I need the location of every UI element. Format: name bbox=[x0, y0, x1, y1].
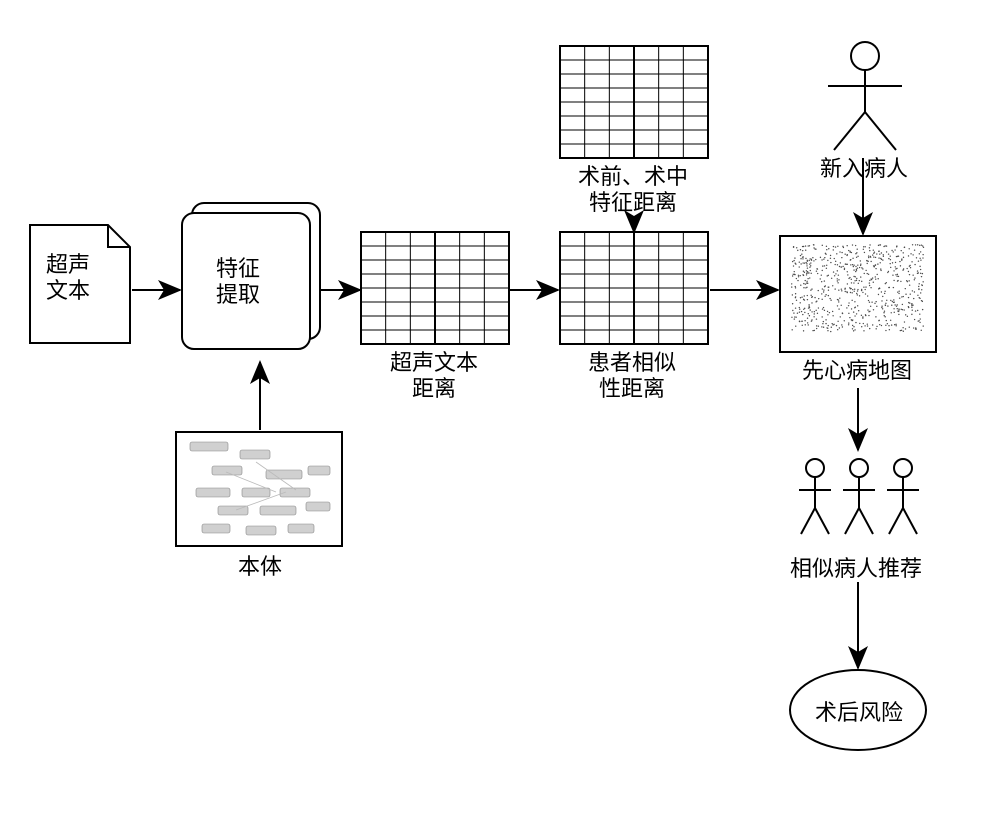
us-distance-label: 超声文本 距离 bbox=[390, 350, 478, 403]
feature-extract-label: 特征 提取 bbox=[216, 256, 260, 309]
preop-distance-grid bbox=[560, 46, 708, 158]
patient-sim-label: 患者相似 性距离 bbox=[588, 350, 676, 403]
us-distance-grid bbox=[361, 232, 509, 344]
chd-map-label: 先心病地图 bbox=[802, 358, 912, 384]
flowchart-canvas bbox=[0, 0, 1000, 819]
preop-distance-label: 术前、术中 特征距离 bbox=[578, 164, 688, 217]
chd-map-box bbox=[780, 236, 936, 352]
new-patient-label: 新入病人 bbox=[820, 156, 908, 182]
patient-sim-grid bbox=[560, 232, 708, 344]
similar-rec-label: 相似病人推荐 bbox=[790, 556, 922, 582]
ultrasound-text-label: 超声 文本 bbox=[46, 252, 90, 305]
ontology-label: 本体 bbox=[238, 554, 282, 580]
postop-risk-label: 术后风险 bbox=[815, 700, 903, 726]
person-icon bbox=[851, 42, 879, 70]
